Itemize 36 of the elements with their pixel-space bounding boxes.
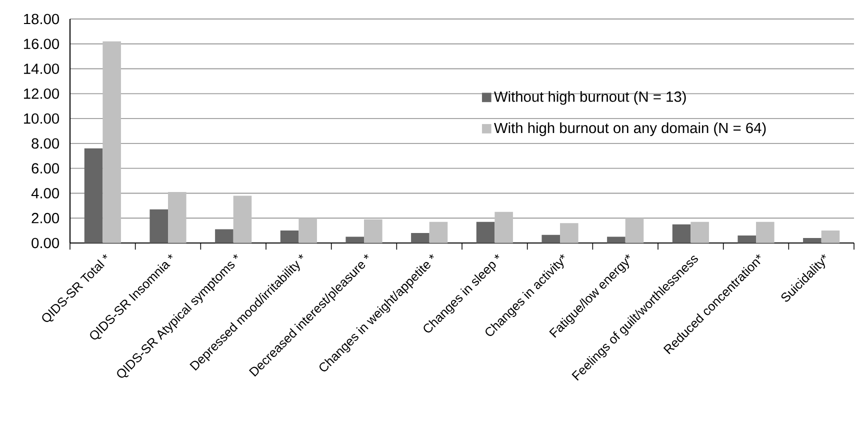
bar (150, 209, 168, 243)
bar (233, 196, 252, 243)
bar (280, 230, 299, 243)
y-tick-label: 8.00 (32, 138, 60, 149)
bar (690, 222, 709, 243)
bar (821, 230, 840, 243)
y-tick-label: 12.00 (24, 88, 60, 99)
bar (298, 218, 317, 243)
bar (494, 212, 513, 243)
bar (542, 234, 560, 243)
legend-label: With high burnout on any domain (N = 64) (494, 122, 766, 136)
bar (607, 236, 626, 243)
bar (560, 223, 578, 243)
y-tick-label: 4.00 (31, 188, 60, 198)
y-tick-label: 0.00 (32, 238, 60, 248)
bar (476, 222, 495, 243)
bar (364, 219, 382, 243)
bar (738, 236, 756, 243)
bar (756, 222, 774, 243)
bar (429, 222, 448, 243)
bar (411, 233, 430, 243)
y-tick-label: 2.00 (32, 212, 60, 224)
y-tick-label: 16.00 (24, 38, 60, 50)
y-tick-label: 18.00 (24, 14, 60, 24)
bar (102, 41, 121, 243)
bar (168, 192, 186, 243)
y-tick-label: 14.00 (24, 64, 60, 74)
bar (215, 229, 234, 243)
bar (803, 238, 822, 243)
y-tick-label: 6.00 (32, 163, 60, 174)
bar (672, 224, 691, 243)
bar (84, 148, 103, 243)
bar (346, 236, 364, 243)
legend-label: Without high burnout (N = 13) (494, 91, 686, 105)
bar (625, 218, 644, 243)
y-tick-label: 10.00 (24, 113, 60, 124)
